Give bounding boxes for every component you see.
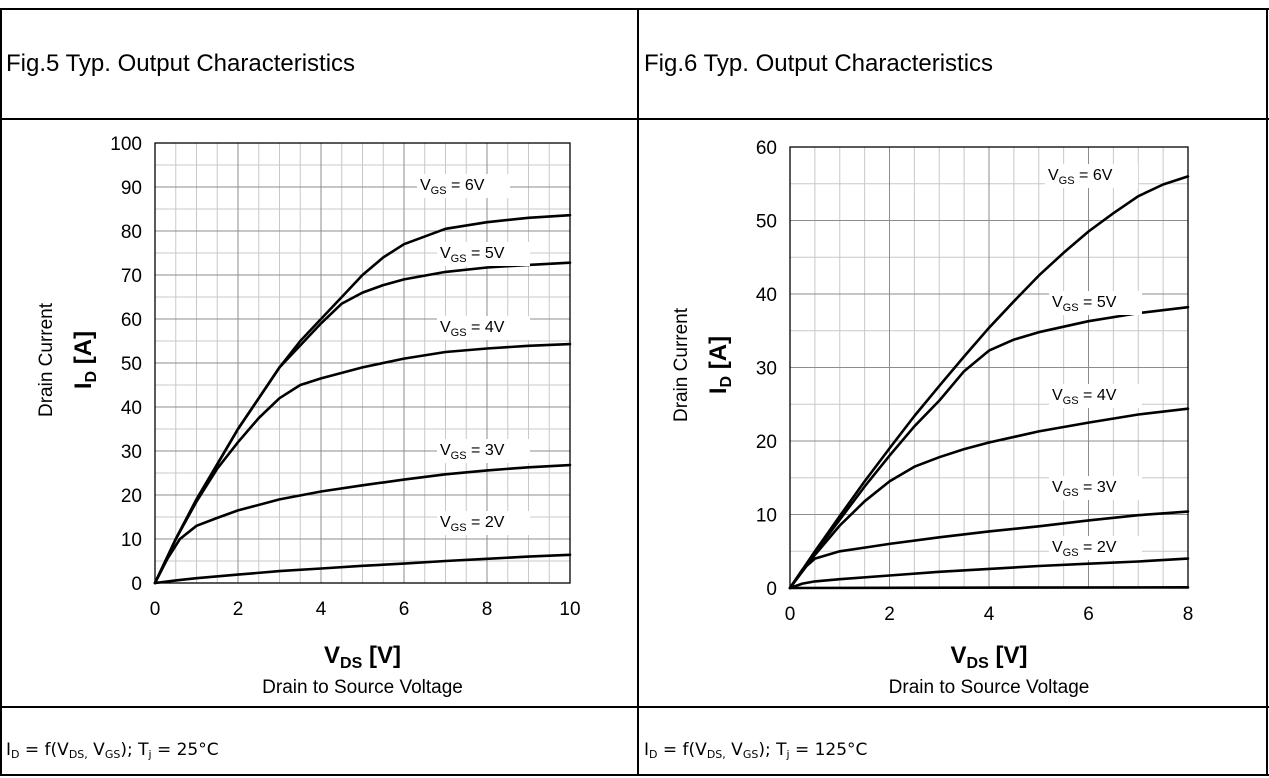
fig5-x-tick-label: 2 bbox=[233, 599, 244, 620]
fig5-x-axis-symbol: VDS [V] bbox=[324, 642, 401, 672]
fig6-x-tick-label: 0 bbox=[785, 604, 796, 625]
fig5-y-tick-label: 50 bbox=[121, 354, 142, 375]
fig6-series-line-2 bbox=[788, 407, 1190, 590]
fig5-series-label-bg bbox=[437, 511, 530, 535]
fig5-series-line-2 bbox=[153, 342, 572, 585]
fig5-title: Fig.5 Typ. Output Characteristics bbox=[6, 50, 356, 77]
fig5-y-tick-label: 40 bbox=[121, 398, 142, 419]
fig6-y-tick-label: 50 bbox=[756, 212, 777, 233]
fig5-y-axis-caption: Drain Current bbox=[36, 302, 57, 417]
fig6-y-axis-symbol: ID [A] bbox=[705, 336, 735, 394]
fig5-series-line-1 bbox=[153, 261, 572, 585]
fig5-plot-border bbox=[154, 142, 571, 584]
fig6-y-tick-label: 20 bbox=[756, 432, 777, 453]
fig6-title: Fig.6 Typ. Output Characteristics bbox=[644, 50, 994, 77]
fig5-y-tick-label: 0 bbox=[131, 574, 142, 595]
frame-header-divider bbox=[0, 118, 1269, 120]
frame-top bbox=[0, 8, 1269, 10]
fig5-x-tick-label: 4 bbox=[316, 599, 327, 620]
frame-bottom bbox=[0, 774, 1269, 776]
fig6-y-tick-label: 10 bbox=[756, 506, 777, 527]
fig6-series-label-bg bbox=[1045, 164, 1138, 188]
fig5-tj-value: 25°C bbox=[176, 740, 219, 760]
fig6-tj-value: 125°C bbox=[814, 740, 868, 760]
fig6-series-line-0 bbox=[788, 175, 1190, 590]
fig6-y-tick-label: 30 bbox=[756, 359, 777, 380]
fig6-series-label-2: VGS = 4V bbox=[1052, 387, 1117, 407]
fig5-series-line-4 bbox=[153, 553, 572, 585]
fig6-y-tick-label: 40 bbox=[756, 285, 777, 306]
fig6-y-tick-label: 60 bbox=[756, 138, 777, 159]
fig6-series-line-1 bbox=[788, 305, 1190, 590]
fig5-series-line-3 bbox=[153, 463, 572, 585]
fig5-series-label-1: VGS = 5V bbox=[440, 245, 505, 265]
fig5-x-axis-caption: Drain to Source Voltage bbox=[262, 677, 463, 698]
fig6-series-label-0: VGS = 6V bbox=[1048, 167, 1113, 187]
frame-left bbox=[0, 8, 2, 776]
fig5-series-label-bg bbox=[437, 439, 530, 463]
fig6-series-line-4 bbox=[788, 557, 1190, 590]
fig5-condition: ID = f(VDS, VGS); Tj = 25°C bbox=[6, 740, 219, 761]
fig5-series-label-2: VGS = 4V bbox=[440, 319, 505, 339]
fig5-y-tick-label: 80 bbox=[121, 222, 142, 243]
fig5-y-tick-label: 70 bbox=[121, 266, 142, 287]
frame-footer-divider bbox=[0, 706, 1269, 708]
fig6-condition: ID = f(VDS, VGS); Tj = 125°C bbox=[644, 740, 868, 761]
fig6-major-grid bbox=[789, 146, 1189, 589]
fig5-series-label-4: VGS = 2V bbox=[440, 514, 505, 534]
fig5-x-tick-label: 0 bbox=[150, 599, 161, 620]
fig5-series-label-bg bbox=[417, 174, 510, 198]
fig6-series-line-5 bbox=[788, 585, 1190, 590]
fig5-y-tick-label: 60 bbox=[121, 310, 142, 331]
fig6-x-tick-label: 8 bbox=[1183, 604, 1194, 625]
fig6-series-label-3: VGS = 3V bbox=[1052, 479, 1117, 499]
fig6-x-tick-label: 2 bbox=[884, 604, 895, 625]
fig5-y-axis-symbol: ID [A] bbox=[70, 331, 100, 389]
fig5-x-tick-label: 6 bbox=[399, 599, 410, 620]
fig6-series-label-bg bbox=[1049, 384, 1142, 408]
fig5-series-label-bg bbox=[437, 242, 530, 266]
fig6-x-axis-symbol: VDS [V] bbox=[951, 642, 1028, 672]
fig6-x-tick-label: 6 bbox=[1083, 604, 1094, 625]
fig5-series-label-bg bbox=[437, 316, 530, 340]
fig6-series-label-bg bbox=[1049, 476, 1142, 500]
fig6-x-axis-caption: Drain to Source Voltage bbox=[889, 677, 1090, 698]
frame-right bbox=[1266, 8, 1268, 776]
fig5-x-tick-label: 10 bbox=[559, 599, 580, 620]
frame-middle bbox=[637, 8, 639, 776]
fig5-y-tick-label: 100 bbox=[110, 134, 142, 155]
fig5-series-label-3: VGS = 3V bbox=[440, 442, 505, 462]
fig6-series-label-bg bbox=[1049, 291, 1142, 315]
fig6-x-tick-label: 4 bbox=[984, 604, 995, 625]
fig6-series-label-bg bbox=[1049, 536, 1142, 560]
fig5-x-tick-label: 8 bbox=[482, 599, 493, 620]
fig6-series-line-3 bbox=[788, 510, 1190, 590]
fig5-y-tick-label: 10 bbox=[121, 530, 142, 551]
fig5-series-label-0: VGS = 6V bbox=[420, 177, 485, 197]
fig6-series-label-1: VGS = 5V bbox=[1052, 294, 1117, 314]
fig6-y-tick-label: 0 bbox=[766, 579, 777, 600]
fig5-y-tick-label: 90 bbox=[121, 178, 142, 199]
fig6-series-label-4: VGS = 2V bbox=[1052, 539, 1117, 559]
fig5-y-tick-label: 30 bbox=[121, 442, 142, 463]
fig5-y-tick-label: 20 bbox=[121, 486, 142, 507]
fig6-y-axis-caption: Drain Current bbox=[671, 307, 692, 422]
